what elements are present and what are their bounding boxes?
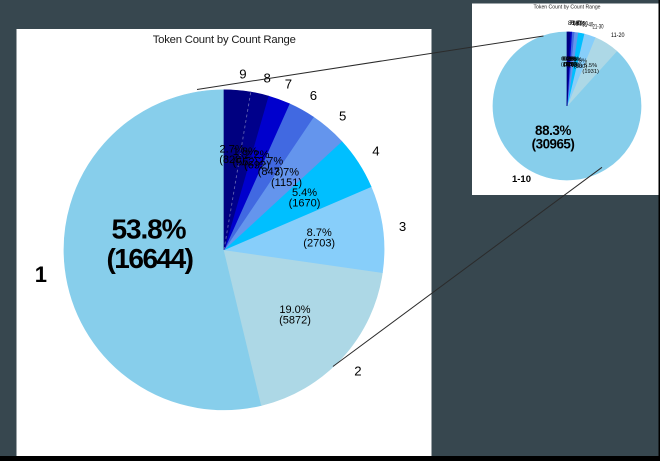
svg-text:(5872): (5872) [279, 315, 311, 327]
svg-text:3.7%: 3.7% [274, 167, 299, 179]
svg-text:11-20: 11-20 [611, 33, 625, 39]
svg-text:Token Count by Count Range: Token Count by Count Range [534, 5, 601, 11]
svg-text:4: 4 [372, 144, 379, 159]
svg-text:21-30: 21-30 [593, 24, 604, 30]
svg-text:0.4%: 0.4% [561, 56, 574, 62]
svg-text:88.3%: 88.3% [535, 123, 571, 138]
svg-text:0.3%: 0.3% [563, 56, 576, 62]
svg-text:(552): (552) [232, 156, 258, 168]
svg-text:(30965): (30965) [532, 136, 575, 151]
svg-text:8: 8 [264, 70, 271, 85]
svg-text:8.7%: 8.7% [307, 227, 332, 239]
svg-text:Token Count by Count Range: Token Count by Count Range [153, 34, 296, 46]
svg-text:5.5%: 5.5% [584, 63, 597, 69]
svg-text:1.3%: 1.3% [569, 57, 582, 63]
svg-text:0.5%: 0.5% [564, 57, 577, 63]
svg-text:71-80: 71-80 [570, 21, 581, 27]
svg-text:61-70: 61-70 [571, 21, 582, 27]
svg-text:(140): (140) [561, 62, 574, 68]
svg-text:(1670): (1670) [289, 198, 321, 210]
svg-text:(16644): (16644) [106, 243, 192, 274]
svg-text:(290): (290) [566, 62, 579, 68]
svg-text:1.8%: 1.8% [233, 146, 258, 158]
svg-text:1-10: 1-10 [512, 174, 531, 185]
svg-text:(1151): (1151) [271, 177, 302, 189]
svg-text:3: 3 [399, 219, 406, 234]
svg-text:(2703): (2703) [303, 237, 335, 249]
svg-text:31-40: 31-40 [582, 23, 593, 29]
svg-text:(847): (847) [258, 166, 284, 178]
svg-text:(692): (692) [244, 160, 270, 172]
svg-text:0.8%: 0.8% [566, 57, 579, 63]
svg-text:7: 7 [285, 77, 292, 92]
svg-text:2.2%: 2.2% [244, 149, 269, 161]
svg-text:(180): (180) [564, 62, 577, 68]
svg-text:9: 9 [239, 67, 246, 82]
svg-text:53.8%: 53.8% [112, 214, 187, 245]
svg-text:2.7%: 2.7% [220, 144, 245, 156]
svg-text:(1931): (1931) [582, 69, 599, 75]
svg-text:0.3%: 0.3% [562, 56, 575, 62]
svg-text:(880): (880) [574, 64, 587, 70]
svg-text:(828): (828) [219, 154, 245, 166]
svg-text:6: 6 [310, 88, 317, 103]
svg-text:5: 5 [339, 109, 346, 124]
svg-text:5.4%: 5.4% [292, 187, 317, 199]
svg-text:51-60: 51-60 [573, 21, 584, 27]
svg-text:(120): (120) [563, 62, 576, 68]
svg-text:2: 2 [354, 363, 361, 378]
svg-text:81+: 81+ [568, 21, 580, 27]
svg-text:19.0%: 19.0% [279, 304, 310, 316]
svg-text:41-50: 41-50 [577, 22, 588, 28]
svg-text:1: 1 [35, 262, 47, 287]
svg-text:2.7%: 2.7% [258, 156, 283, 168]
svg-text:2.5%: 2.5% [574, 59, 587, 65]
svg-text:(90): (90) [563, 62, 573, 68]
svg-text:(470): (470) [569, 63, 582, 69]
